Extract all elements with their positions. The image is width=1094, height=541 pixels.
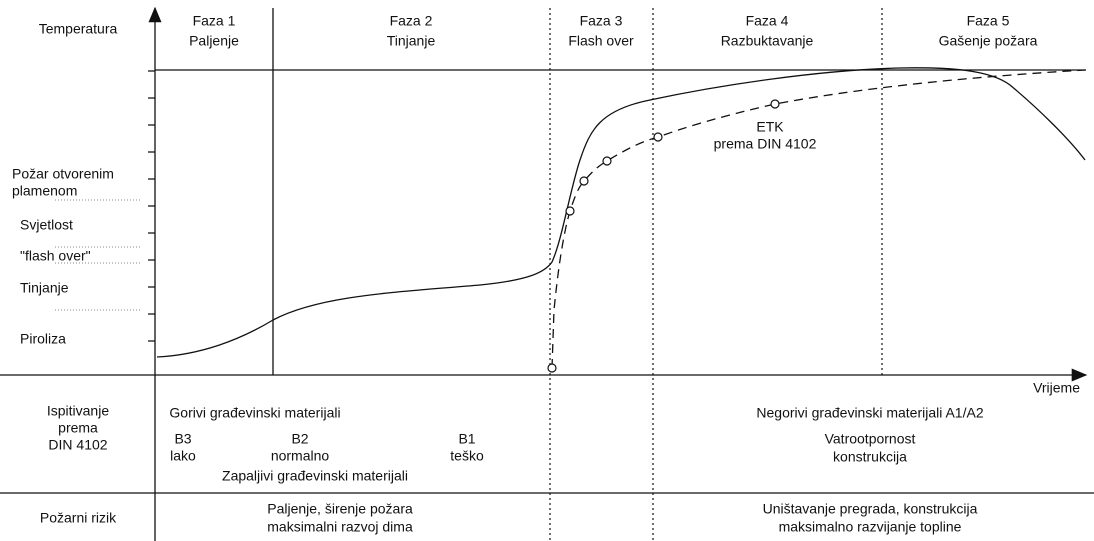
curve-label: prema DIN 4102: [714, 136, 817, 152]
phase-desc: Paljenje: [189, 33, 239, 49]
cell-text: Gorivi građevinski materijali: [169, 405, 340, 421]
etk-curve: [551, 69, 1086, 369]
cell-text: Zapaljivi građevinski materijali: [222, 468, 408, 484]
phase-desc: Razbuktavanje: [721, 33, 814, 49]
cell-text: Paljenje, širenje požara: [267, 501, 413, 517]
cell-text: B1: [458, 431, 475, 447]
cell-text: lako: [170, 448, 196, 464]
row-label: prema: [58, 420, 98, 436]
cell-text: konstrukcija: [833, 449, 907, 465]
cell-text: Uništavanje pregrada, konstrukcija: [763, 501, 978, 517]
phase-desc: Flash over: [568, 33, 634, 49]
cell-text: maksimalni razvoj dima: [267, 519, 413, 535]
level: Svjetlost: [20, 217, 73, 233]
row-label: Ispitivanje: [47, 403, 109, 419]
phase-name: Faza 2: [390, 13, 433, 29]
etk-points: [547, 99, 780, 373]
cell-text: normalno: [271, 448, 330, 464]
level: Požar otvorenim: [12, 166, 114, 182]
cell-text: teško: [450, 448, 484, 464]
cell-text: maksimalno razvijanje topline: [779, 519, 962, 535]
row-label: DIN 4102: [48, 437, 107, 453]
phase-name: Faza 4: [746, 13, 789, 29]
phase-name: Faza 3: [580, 13, 623, 29]
phase-desc: Tinjanje: [387, 33, 436, 49]
level: Tinjanje: [20, 280, 69, 296]
phase-name: Faza 5: [967, 13, 1010, 29]
curve-label: ETK: [756, 119, 784, 135]
frame: [0, 6, 1094, 541]
cell-text: Negorivi građevinski materijali A1/A2: [756, 405, 983, 421]
level: plamenom: [12, 183, 77, 199]
level: Piroliza: [20, 331, 66, 347]
row-label: Požarni rizik: [40, 510, 117, 526]
cell-text: Vatrootpornost: [825, 431, 916, 447]
level: "flash over": [20, 248, 91, 264]
y-axis-label: Temperatura: [39, 21, 118, 37]
cell-text: B3: [174, 431, 191, 447]
phase-desc: Gašenje požara: [939, 33, 1038, 49]
phase-name: Faza 1: [193, 13, 236, 29]
x-axis-label: Vrijeme: [1033, 380, 1080, 396]
fire-curve: [156, 67, 1086, 358]
cell-text: B2: [291, 431, 308, 447]
